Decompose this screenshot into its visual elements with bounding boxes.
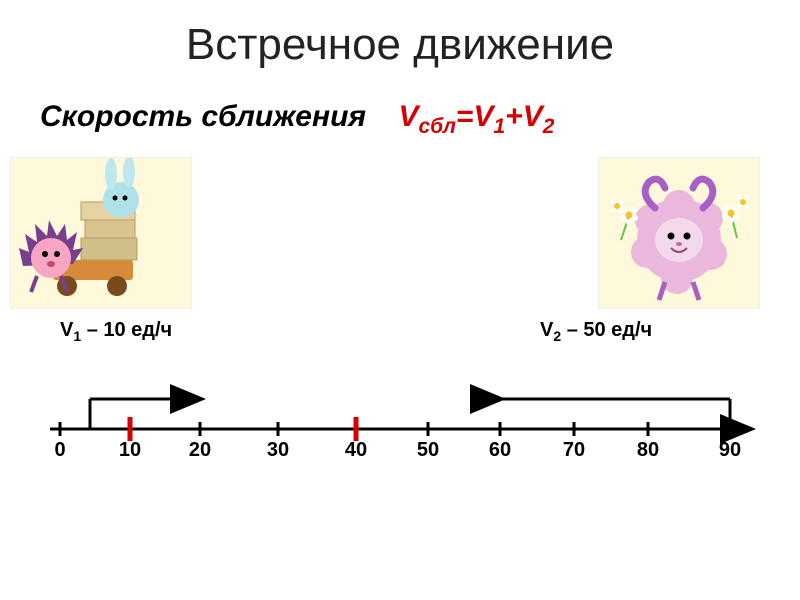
formula-plus: + [505,100,523,133]
page-title: Встречное движение [0,20,800,70]
axis-wrap: 0 10 20 30 40 50 60 70 80 90 [30,369,770,479]
sheep-eye-2 [684,233,691,240]
speed-right-base: V [540,319,553,341]
sheep-eye-1 [668,233,675,240]
formula-rhs2-sub: 2 [543,115,555,138]
cart-wheel-2 [107,276,127,296]
speed-left-label: V1 – 10 ед/ч [60,319,172,344]
flowers-right-2 [737,196,750,209]
formula-lhs-base: V [398,100,418,133]
axis-tick-label: 90 [719,439,741,462]
axis-tick-label: 10 [119,439,141,462]
sheep-leg-2 [693,282,699,300]
rabbit-eye-1 [113,196,118,201]
flowers-left [620,207,638,240]
characters-row [0,147,800,327]
hedgehog-face [31,238,71,278]
formula-rhs1-sub: 1 [493,115,505,138]
speed-right-label: V2 – 50 ед/ч [540,319,652,344]
hedgehog-eye-1 [42,251,48,257]
axis-tick-label: 60 [489,439,511,462]
formula-label: Скорость сближения [40,100,366,133]
book-3 [81,238,137,260]
formula-equation: Vсбл=V1+V2 [398,100,554,133]
formula-eq-sign: = [456,100,474,133]
right-character-svg [599,158,759,308]
flowers-left-2 [611,200,624,213]
sheep-face [655,218,703,262]
speed-left-rest: – 10 ед/ч [81,319,172,341]
hedgehog-eye-2 [54,251,60,257]
axis-tick-label: 50 [417,439,439,462]
speed-right-sub: 2 [553,328,561,344]
axis-tick-label: 80 [637,439,659,462]
hedgehog-leg-1 [31,276,37,292]
hedgehog-nose [47,261,55,267]
left-character-box [10,157,192,309]
book-2 [85,220,135,238]
speed-right-rest: – 50 ед/ч [561,319,652,341]
right-character-box [598,157,760,309]
formula-rhs2-base: V [523,100,543,133]
speed-left-sub: 1 [73,328,81,344]
sheep-nose [676,242,682,246]
speed-left-base: V [60,319,73,341]
rabbit-eye-2 [123,196,128,201]
formula-rhs1-base: V [473,100,493,133]
formula-row: Скорость сближения Vсбл=V1+V2 [40,100,800,139]
axis-tick-label: 0 [54,439,65,462]
axis-tick-label: 30 [267,439,289,462]
left-character-svg [11,158,191,308]
rabbit-ear-1 [105,158,117,190]
speed-row: V1 – 10 ед/ч V2 – 50 ед/ч [0,319,800,369]
axis-tick-label: 40 [345,439,367,462]
formula-lhs-sub: сбл [418,115,455,138]
flowers-right [722,205,740,238]
number-line-svg [30,369,770,479]
sheep-leg-1 [659,282,665,300]
axis-tick-label: 20 [189,439,211,462]
axis-tick-label: 70 [563,439,585,462]
